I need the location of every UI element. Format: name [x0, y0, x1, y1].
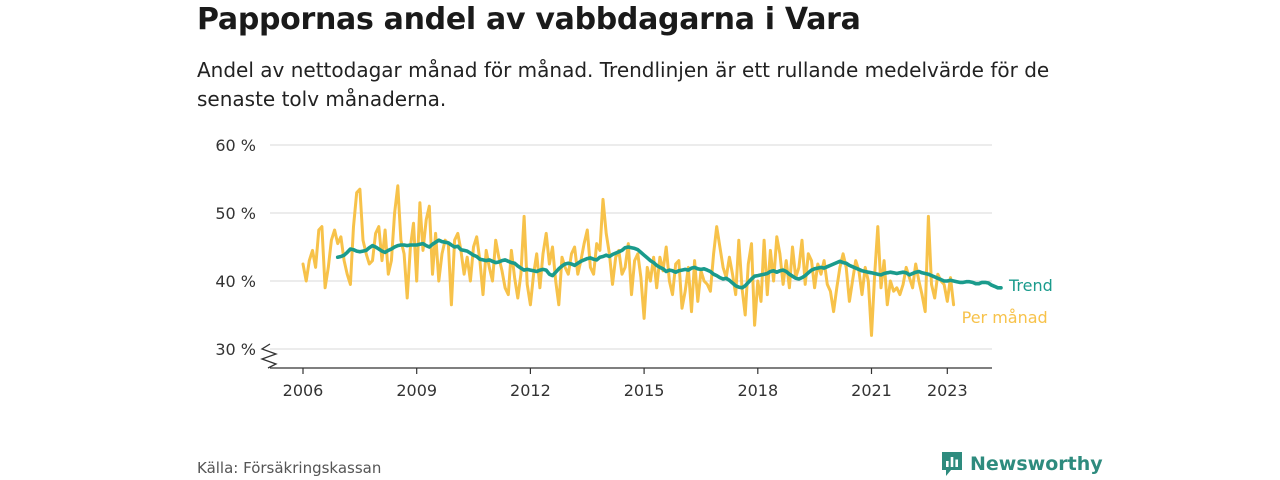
brand-name: Newsworthy	[970, 453, 1103, 475]
x-tick-label-2009: 2009	[396, 381, 437, 400]
axis-break-icon	[260, 343, 278, 369]
chart-subtitle: Andel av nettodagar månad för månad. Tre…	[197, 58, 1050, 111]
series-line-trend	[335, 238, 1003, 290]
x-tick-label-2023: 2023	[927, 381, 968, 400]
x-axis: 2006 2009 2012 2015 2018 2021 2023	[270, 367, 992, 400]
x-tick-label-2015: 2015	[624, 381, 665, 400]
x-tick-label-2018: 2018	[737, 381, 778, 400]
series-labels: Per månad Trend	[962, 276, 1053, 327]
y-axis-ticks: 30 % 40 % 50 % 60 %	[215, 136, 256, 359]
gridlines	[270, 144, 992, 350]
series-label-trend: Trend	[1008, 276, 1053, 295]
line-chart: 30 % 40 % 50 % 60 % 2006 2009 2012 2015 2018 202…	[215, 136, 1053, 400]
y-tick-label-50: 50 %	[215, 204, 256, 223]
series-lines	[301, 184, 1003, 337]
y-tick-label-40: 40 %	[215, 272, 256, 291]
x-tick-label-2021: 2021	[851, 381, 892, 400]
y-tick-label-60: 60 %	[215, 136, 256, 155]
series-label-per-manad: Per månad	[962, 308, 1048, 327]
source-note: Källa: Försäkringskassan	[197, 459, 382, 477]
brand-logo[interactable]: Newsworthy	[940, 450, 1103, 478]
y-tick-label-30: 30 %	[215, 340, 256, 359]
chart-title: Pappornas andel av vabbdagarna i Vara	[197, 2, 861, 37]
x-tick-label-2012: 2012	[510, 381, 551, 400]
chart-logo-icon	[942, 452, 962, 476]
series-line-per-manad	[301, 184, 956, 337]
x-tick-label-2006: 2006	[283, 381, 324, 400]
